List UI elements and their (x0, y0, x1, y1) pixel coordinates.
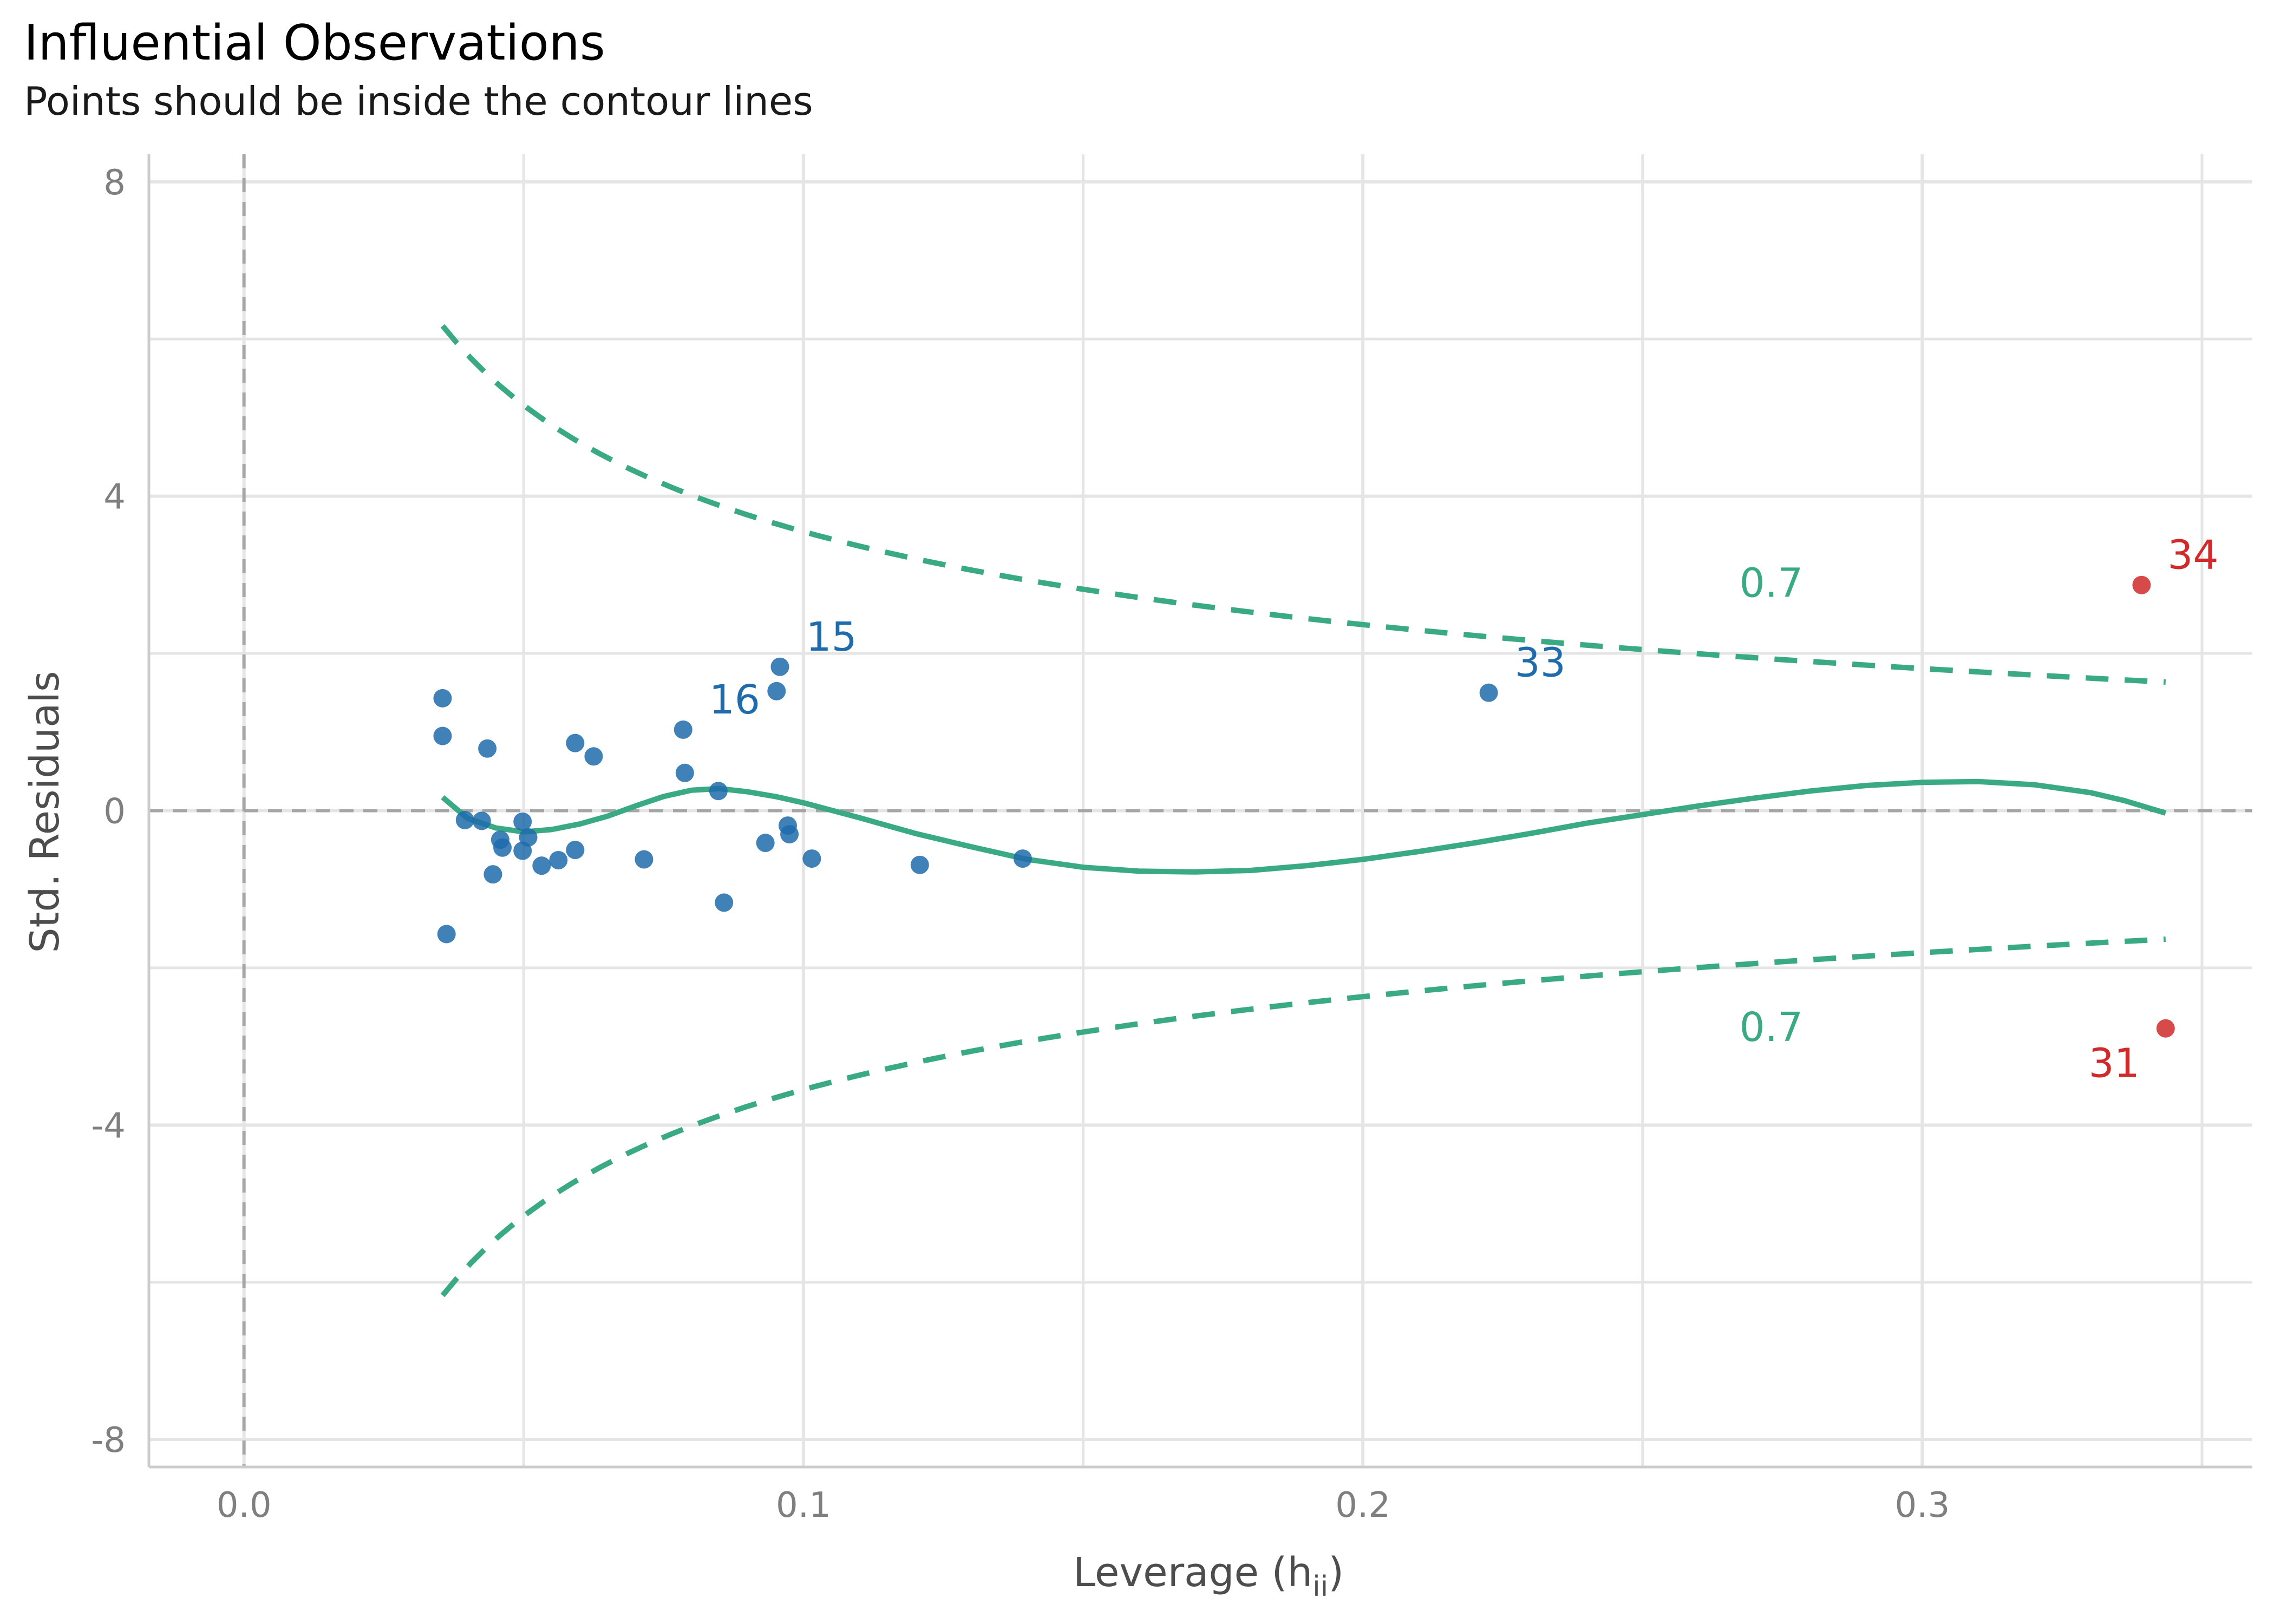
y-tick-label: -8 (91, 1420, 126, 1461)
point-labels: 15 16 33 34 31 (709, 532, 2219, 1087)
data-point (674, 720, 692, 739)
cooks-distance-contours: 0.7 0.7 (440, 324, 2166, 1298)
data-point (780, 825, 799, 844)
data-point (802, 849, 821, 868)
point-label-15: 15 (806, 614, 857, 660)
data-point (566, 734, 585, 752)
y-axis-title: Std. Residuals (22, 671, 68, 953)
data-point (532, 856, 551, 875)
data-point (715, 893, 734, 912)
x-tick-label: 0.0 (217, 1485, 272, 1525)
data-point (709, 782, 728, 801)
point-label-34: 34 (2167, 532, 2218, 579)
x-tick-label: 0.3 (1894, 1485, 1950, 1525)
y-tick-label: 4 (103, 477, 126, 518)
data-point (584, 747, 603, 766)
data-point (549, 850, 568, 869)
data-point (437, 925, 456, 944)
influential-point (2156, 1019, 2175, 1038)
x-axis-title: Leverage (hii) (1073, 1549, 1344, 1603)
point-label-31: 31 (2089, 1040, 2140, 1087)
y-tick-label: 8 (103, 163, 126, 203)
data-point (472, 811, 491, 830)
x-axis-title-close: ) (1328, 1549, 1344, 1596)
data-point (433, 726, 452, 745)
data-point (493, 838, 512, 857)
data-point (455, 810, 474, 829)
data-point (566, 841, 585, 860)
contour-line-lower (440, 937, 2166, 1298)
data-point (1013, 849, 1032, 868)
data-points (433, 575, 2175, 1038)
point-label-16: 16 (709, 677, 760, 723)
y-tick-label: 0 (103, 792, 126, 832)
x-axis-title-text: Leverage (h (1073, 1549, 1312, 1596)
data-point (756, 834, 775, 853)
contour-label-upper: 0.7 (1740, 560, 1803, 606)
loess-curve (441, 778, 2167, 875)
loess-line (441, 778, 2167, 875)
data-point (675, 763, 694, 782)
data-point (519, 828, 538, 847)
chart-subtitle: Points should be inside the contour line… (24, 78, 813, 124)
influential-point (2132, 575, 2151, 594)
x-tick-label: 0.2 (1335, 1485, 1390, 1525)
data-point (483, 865, 502, 884)
chart-title: Influential Observations (24, 15, 605, 71)
data-point (513, 812, 532, 831)
data-point (910, 855, 929, 874)
data-point (433, 689, 452, 708)
tick-labels: 0.0 0.1 0.2 0.3 -8 -4 0 4 8 (91, 163, 1950, 1525)
axis-frame (147, 154, 2252, 1469)
x-axis-title-subscript: ii (1312, 1570, 1328, 1603)
data-point (1479, 683, 1498, 702)
data-point (770, 657, 789, 676)
x-tick-label: 0.1 (776, 1485, 831, 1525)
y-tick-label: -4 (91, 1106, 126, 1146)
data-point (478, 739, 497, 758)
data-point (635, 850, 654, 869)
contour-label-lower: 0.7 (1740, 1004, 1803, 1051)
contour-line-upper (440, 324, 2166, 685)
point-label-33: 33 (1515, 640, 1566, 686)
reference-lines (149, 154, 2252, 1467)
data-point (767, 682, 786, 700)
